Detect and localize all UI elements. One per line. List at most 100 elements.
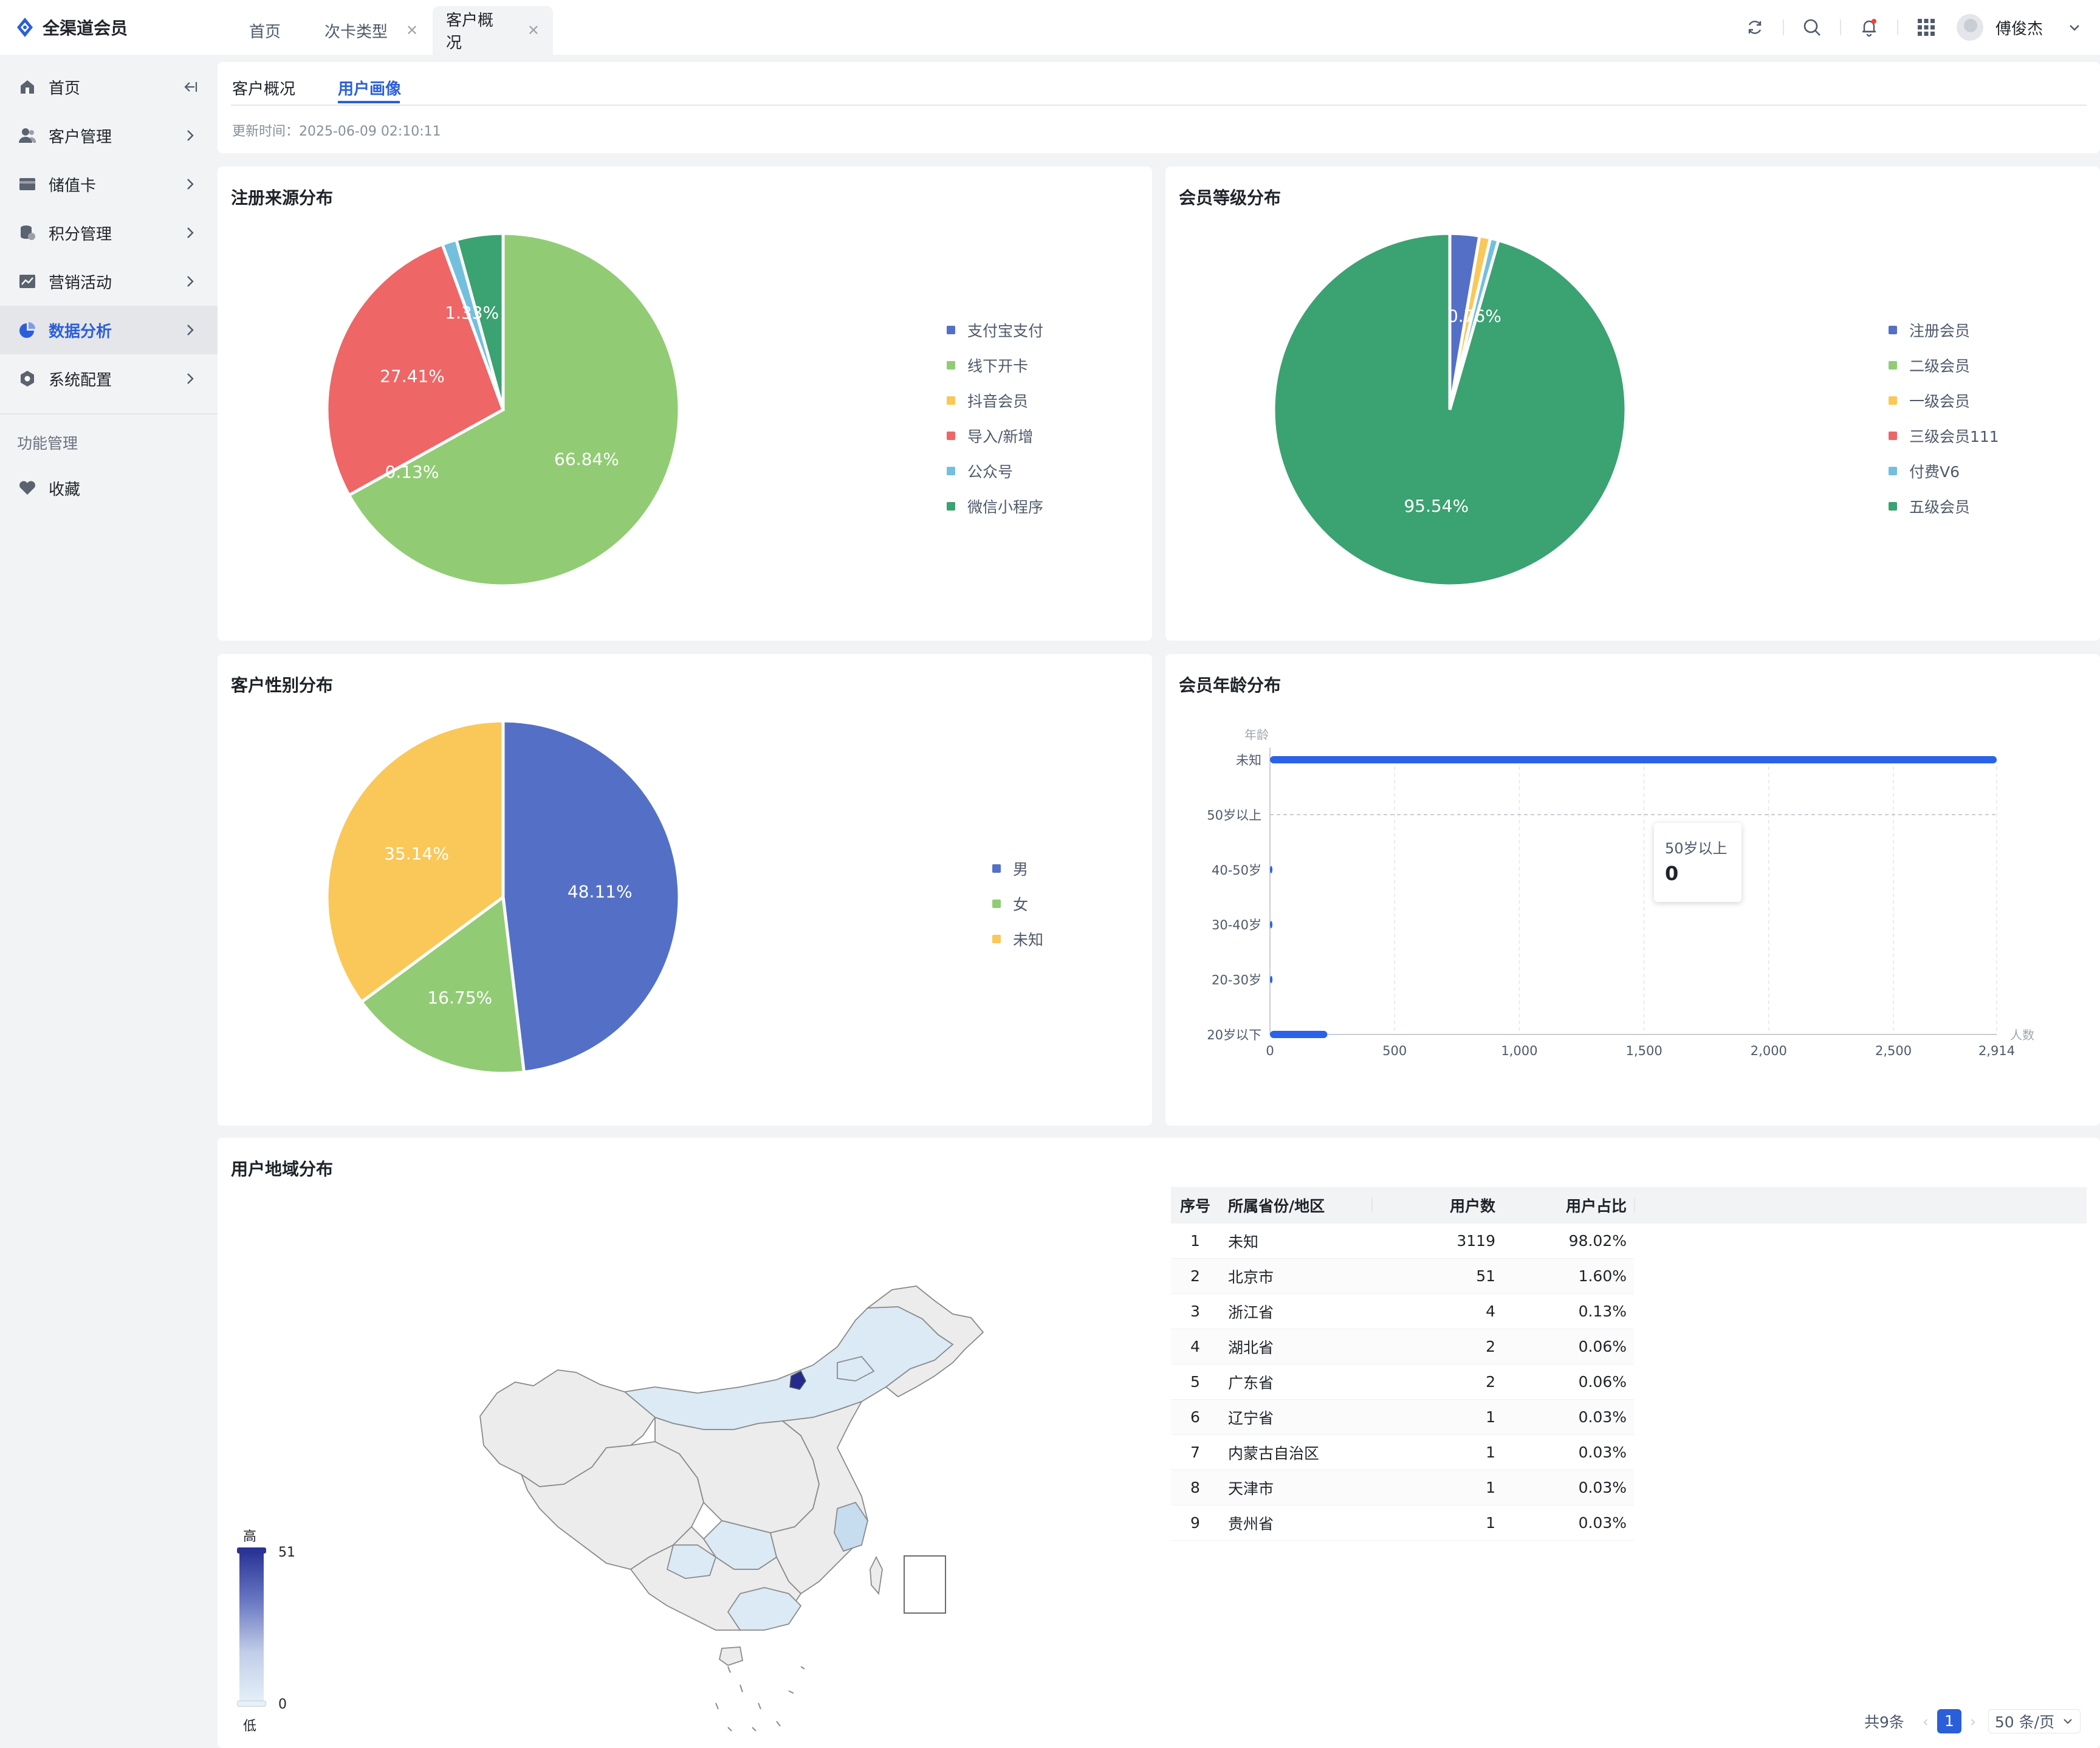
sidebar-item-customers[interactable]: 客户管理 [0,111,218,160]
app-logo[interactable]: 全渠道会员 [16,13,128,41]
map-region-northeast[interactable] [866,1285,984,1398]
cell-count: 1 [1486,1479,1495,1496]
page-button[interactable]: 1 [1937,1709,1961,1733]
pie-data-label: 95.54% [1404,496,1469,516]
map-region-liaoning[interactable] [837,1355,875,1382]
sidebar-item-favorites[interactable]: 收藏 [0,464,218,512]
map-region-hainan[interactable] [718,1646,744,1666]
legend-item[interactable]: 男 [992,851,1043,886]
pie-slice[interactable] [325,719,505,1005]
table-row[interactable]: 3 浙江省 4 0.13% [1171,1294,1634,1329]
apps-grid-icon[interactable] [1912,13,1940,41]
subtab-customer-overview[interactable]: 客户概况 [232,77,295,99]
legend-item[interactable]: 女 [992,886,1043,921]
map-region-southwest[interactable] [520,1441,704,1570]
age-bar[interactable] [1270,976,1273,983]
pie-slice[interactable] [359,894,526,1075]
cell-region: 辽宁省 [1228,1409,1274,1427]
table-row[interactable]: 7 内蒙古自治区 1 0.03% [1171,1435,1634,1470]
refresh-icon[interactable] [1741,13,1769,41]
col-resize-handle[interactable] [1634,1198,1635,1213]
col-resize-handle[interactable] [1371,1198,1373,1213]
close-icon[interactable]: ✕ [406,22,419,39]
table-row[interactable]: 2 北京市 51 1.60% [1171,1259,1634,1294]
age-bar[interactable] [1270,865,1272,873]
y-axis-label: 年龄 [1244,728,1269,742]
collapse-sidebar-icon[interactable] [181,78,199,96]
legend-item[interactable]: 付费V6 [1889,453,1999,489]
legend-item[interactable]: 五级会员 [1889,489,1999,524]
map-legend-bar[interactable] [239,1551,264,1703]
region-panel: 用户地域分布 高 51 0 低 [218,1138,2100,1748]
cell-index: 2 [1190,1267,1200,1285]
map-legend-handle-bottom[interactable] [237,1701,266,1707]
legend-item[interactable]: 微信小程序 [947,489,1043,524]
table-row[interactable]: 8 天津市 1 0.03% [1171,1470,1634,1505]
legend-item[interactable]: 三级会员111 [1889,418,1999,453]
sidebar-item-home[interactable]: 首页 [0,63,218,111]
legend-label: 抖音会员 [967,393,1029,410]
user-menu[interactable]: 傅俊杰 [1956,14,2082,41]
subtab-label: 客户概况 [232,80,296,98]
registration-source-pie: 66.84% 27.41% 1.33% 0.13% [325,232,681,588]
divider [1896,19,1898,35]
table-row[interactable]: 6 辽宁省 1 0.03% [1171,1400,1634,1435]
legend-item[interactable]: 抖音会员 [947,383,1043,418]
sidebar-item-system-settings[interactable]: 系统配置 [0,354,218,403]
pie-slice[interactable] [325,242,506,498]
pie-slice[interactable] [454,232,505,410]
prev-page-icon[interactable]: ‹ [1922,1712,1929,1730]
subtab-label: 用户画像 [338,80,402,98]
legend-swatch [1889,326,1897,334]
map-region-guangdong[interactable] [727,1587,802,1631]
sidebar-item-label: 储值卡 [49,176,97,195]
next-page-icon[interactable]: › [1969,1712,1976,1730]
subtab-active-underline [338,101,400,103]
legend-label: 付费V6 [1909,463,1960,481]
legend-item[interactable]: 导入/新增 [947,418,1043,453]
cell-ratio: 0.03% [1578,1514,1627,1532]
legend-item[interactable]: 注册会员 [1889,312,1999,348]
close-icon[interactable]: ✕ [527,22,540,39]
table-row[interactable]: 5 广东省 2 0.06% [1171,1364,1634,1400]
bell-icon[interactable] [1855,13,1883,41]
legend-item[interactable]: 一级会员 [1889,383,1999,418]
subtab-user-portrait[interactable]: 用户画像 [338,77,401,99]
legend-item[interactable]: 未知 [992,921,1043,957]
sidebar-item-points[interactable]: 积分管理 [0,208,218,257]
pie-slice[interactable] [501,719,681,1074]
age-bar[interactable] [1270,1031,1328,1038]
map-region-beijing[interactable] [789,1370,806,1390]
page-size-select[interactable]: 50 条/页 [1988,1709,2081,1733]
map-region-north[interactable] [623,1306,954,1430]
legend-item[interactable]: 支付宝支付 [947,312,1043,348]
legend-item[interactable]: 线下开卡 [947,348,1043,383]
map-region-taiwan[interactable] [870,1555,883,1595]
sidebar-item-stored-card[interactable]: 储值卡 [0,160,218,208]
legend-label: 二级会员 [1909,357,1971,375]
pie-slice[interactable] [346,232,681,588]
search-icon[interactable] [1798,13,1826,41]
china-map[interactable] [473,1241,1129,1733]
map-legend-handle-top[interactable] [237,1547,266,1554]
age-bar[interactable] [1270,756,1997,763]
map-region-guizhou[interactable] [666,1544,717,1579]
tab-card-type[interactable]: 次卡类型 ✕ [311,6,431,55]
table-row[interactable]: 9 贵州省 1 0.03% [1171,1505,1634,1541]
legend-item[interactable]: 二级会员 [1889,348,1999,383]
legend-swatch [992,864,1001,873]
cell-index: 3 [1190,1302,1200,1320]
map-region-zhejiang[interactable] [834,1501,868,1552]
update-time: 更新时间：2025-06-09 02:10:11 [232,124,441,139]
top-bar: 全渠道会员 首页 次卡类型 ✕ 客户概况 ✕ 傅俊杰 [0,0,2100,55]
age-bar[interactable] [1270,921,1272,929]
legend-item[interactable]: 公众号 [947,453,1043,489]
tab-home[interactable]: 首页 [236,6,294,55]
page-size-value: 50 条/页 [1994,1713,2055,1731]
sidebar-item-data-analysis[interactable]: 数据分析 [0,306,218,354]
sidebar-item-marketing[interactable]: 营销活动 [0,257,218,306]
tab-customer-overview[interactable]: 客户概况 ✕ [433,6,553,55]
table-row[interactable]: 4 湖北省 2 0.06% [1171,1329,1634,1364]
table-row[interactable]: 1 未知 3119 98.02% [1171,1223,1634,1259]
pie-slice[interactable] [1272,232,1628,588]
